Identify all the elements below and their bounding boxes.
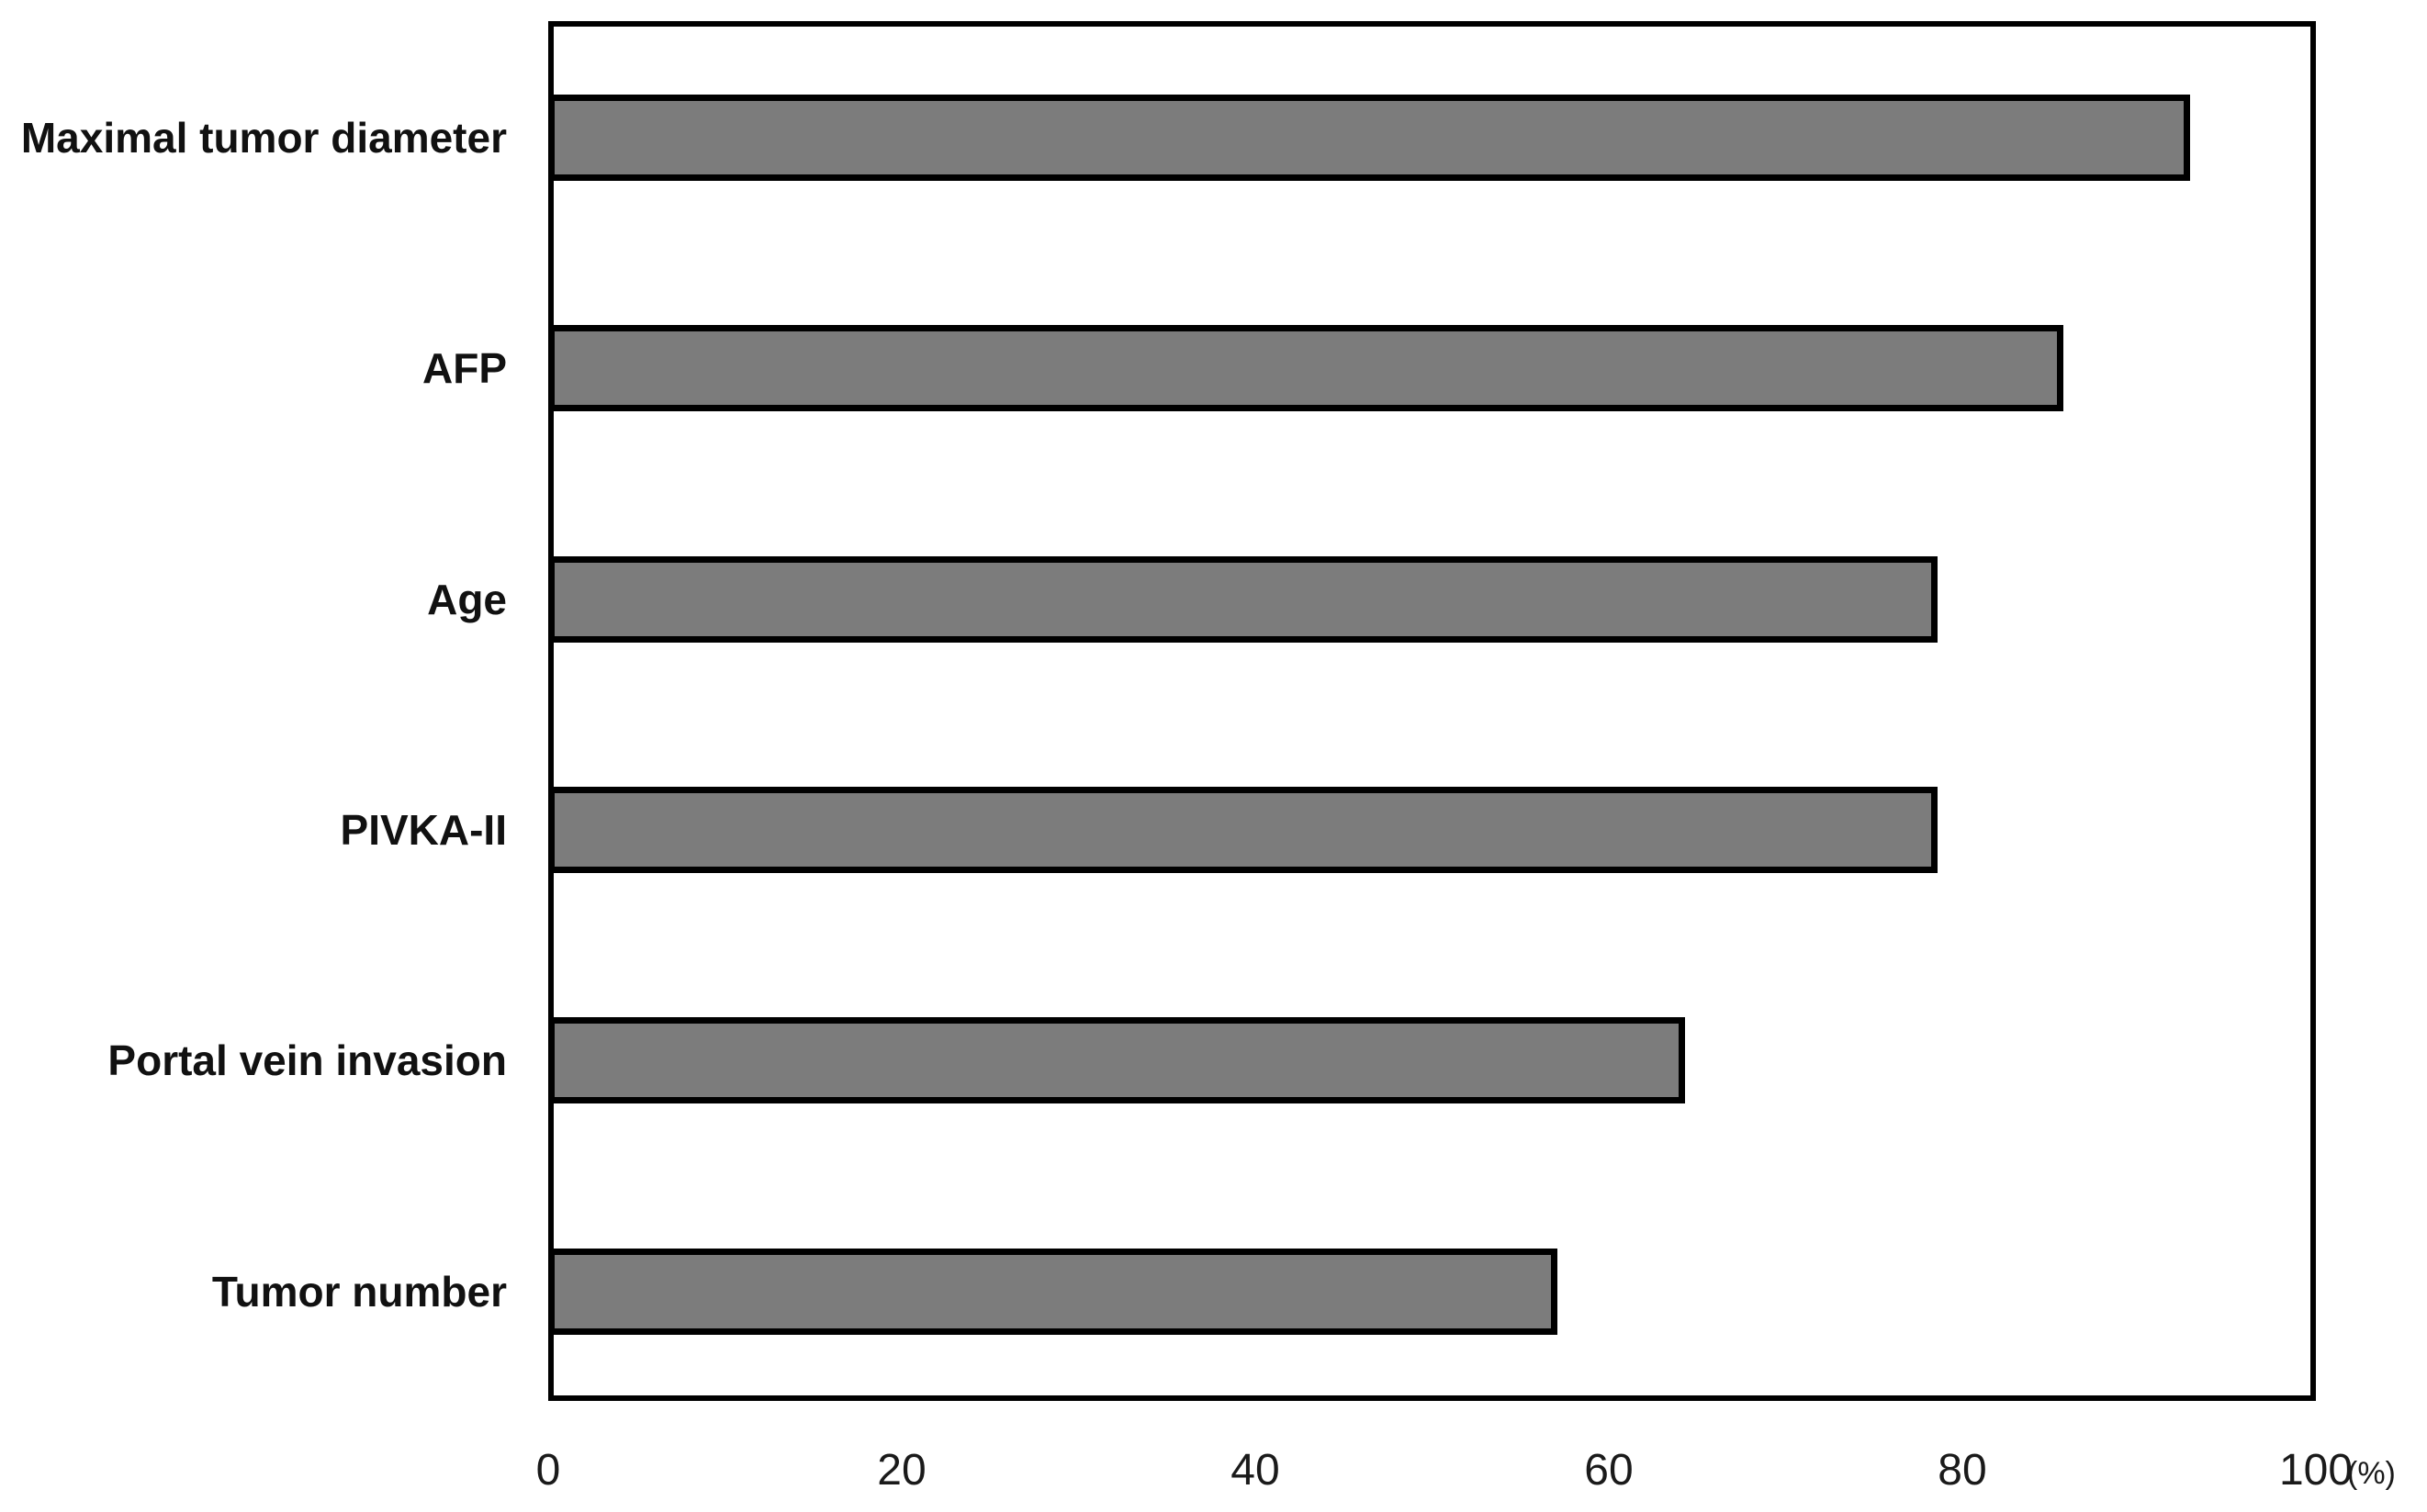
- x-tick-label: 100: [2278, 1446, 2354, 1495]
- bar: [548, 1249, 1557, 1335]
- x-tick-label: 80: [1938, 1446, 1987, 1495]
- x-tick-label: 0: [535, 1446, 561, 1495]
- category-label: Portal vein invasion: [107, 1036, 507, 1084]
- x-tick-label: 20: [877, 1446, 927, 1495]
- plot-area: [548, 21, 2316, 1401]
- bar: [548, 95, 2190, 181]
- category-label: Age: [427, 576, 507, 623]
- x-axis-unit-label: (%): [2347, 1456, 2396, 1491]
- x-tick-label: 60: [1584, 1446, 1634, 1495]
- bar: [548, 1017, 1685, 1103]
- bar: [548, 556, 1938, 643]
- category-label: Tumor number: [211, 1268, 507, 1316]
- category-label: PIVKA-II: [340, 806, 507, 854]
- category-label: AFP: [422, 344, 507, 392]
- x-tick-label: 40: [1230, 1446, 1280, 1495]
- category-label: Maximal tumor diameter: [20, 114, 507, 162]
- bar: [548, 787, 1938, 873]
- bar: [548, 325, 2063, 411]
